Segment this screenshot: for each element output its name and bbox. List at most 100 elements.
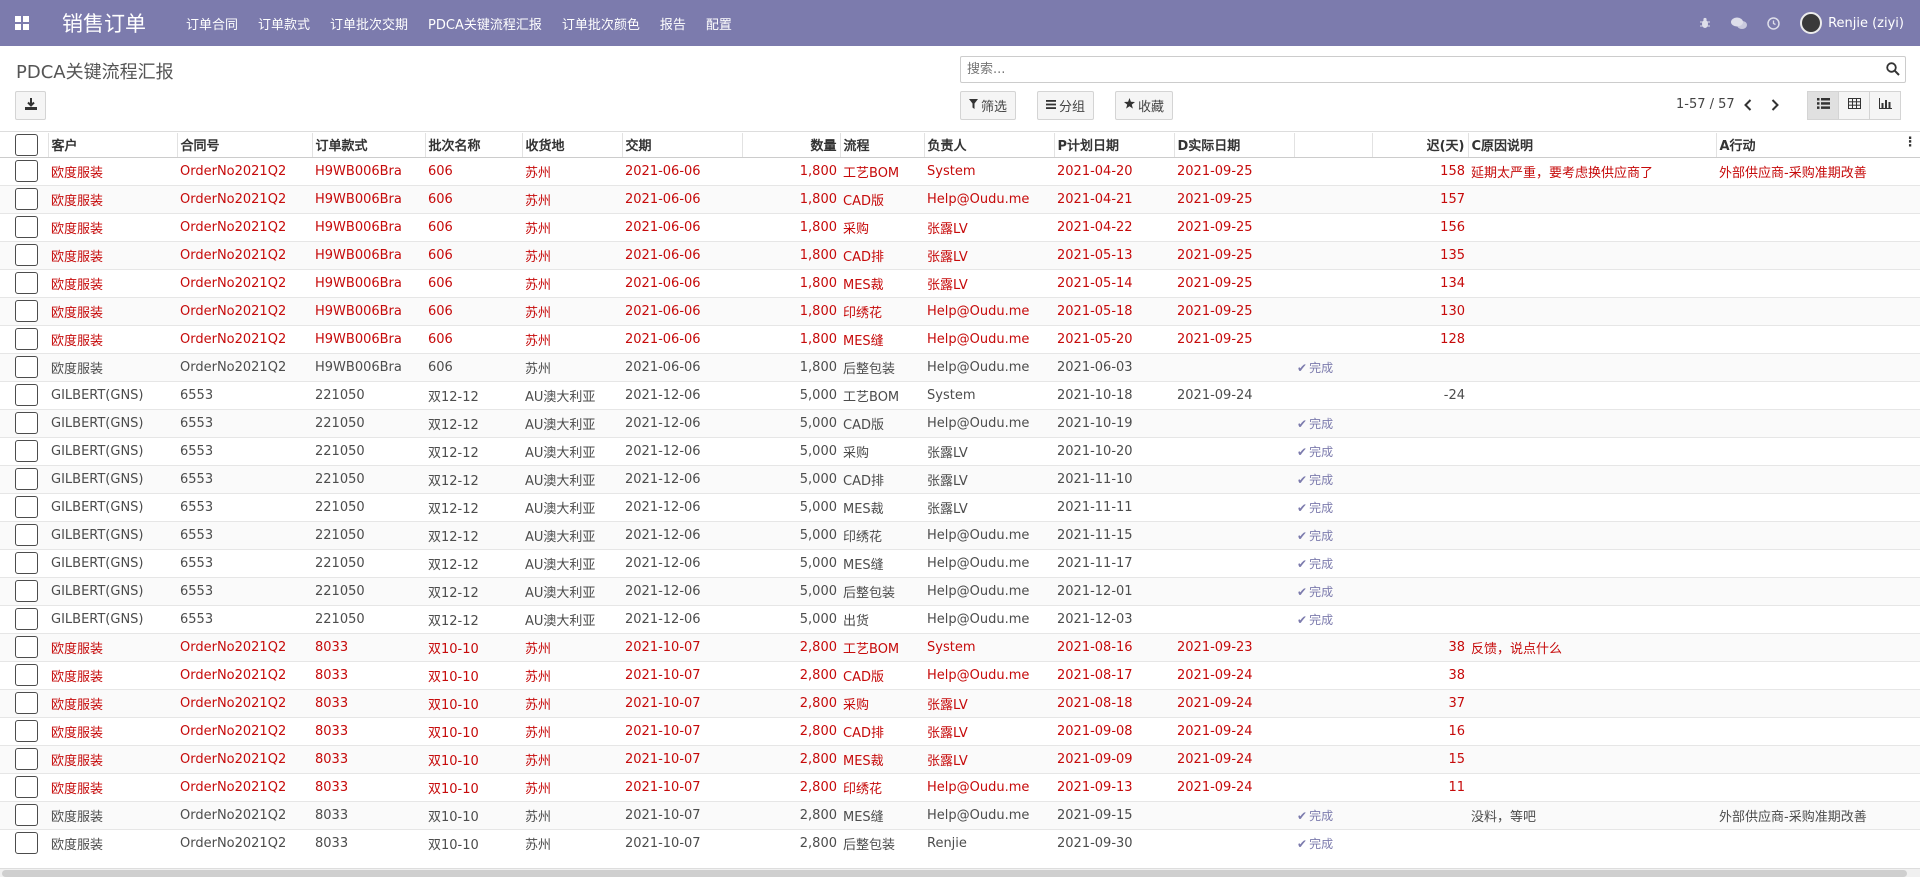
horizontal-scrollbar[interactable] xyxy=(0,868,1920,877)
column-header[interactable]: D实际日期 xyxy=(1174,133,1295,158)
favorites-button[interactable]: 收藏 xyxy=(1115,91,1174,120)
row-checkbox[interactable] xyxy=(0,436,48,465)
table-row[interactable]: GILBERT(GNS) 6553 221050 双12-12 AU澳大利亚 2021-1… xyxy=(0,436,1920,465)
table-cell: 2021-12-06 xyxy=(622,436,742,465)
table-row[interactable]: 欧度服装 OrderNo2021Q2 H9WB006Bra 606 苏州 2021-06-… xyxy=(0,240,1920,269)
download-button[interactable] xyxy=(15,91,46,120)
menu-item-pdca-report[interactable]: PDCA关键流程汇报 xyxy=(428,17,542,33)
graph-view-button[interactable] xyxy=(1869,91,1901,120)
clock-icon[interactable] xyxy=(1756,16,1790,30)
table-cell: 工艺BOM xyxy=(840,156,924,185)
row-checkbox[interactable] xyxy=(0,744,48,773)
table-row[interactable]: 欧度服装 OrderNo2021Q2 8033 双10-10 苏州 2021-10-07 2… xyxy=(0,660,1920,689)
column-header[interactable]: 交期 xyxy=(622,133,743,158)
table-row[interactable]: 欧度服装 OrderNo2021Q2 8033 双10-10 苏州 2021-10-07 2… xyxy=(0,828,1920,857)
column-header[interactable]: 批次名称 xyxy=(425,133,523,158)
select-all-checkbox[interactable] xyxy=(0,133,49,158)
row-checkbox[interactable] xyxy=(0,800,48,829)
app-brand[interactable]: 销售订单 xyxy=(62,12,146,36)
menu-item-config[interactable]: 配置 xyxy=(705,17,732,33)
table-row[interactable]: GILBERT(GNS) 6553 221050 双12-12 AU澳大利亚 2021-1… xyxy=(0,492,1920,521)
table-row[interactable]: 欧度服装 OrderNo2021Q2 H9WB006Bra 606 苏州 2021-06-… xyxy=(0,184,1920,213)
table-row[interactable]: 欧度服装 OrderNo2021Q2 8033 双10-10 苏州 2021-10-07 2… xyxy=(0,688,1920,717)
row-checkbox[interactable] xyxy=(0,604,48,633)
table-row[interactable]: 欧度服装 OrderNo2021Q2 H9WB006Bra 606 苏州 2021-06-… xyxy=(0,212,1920,241)
column-header[interactable]: 客户 xyxy=(48,133,178,158)
row-checkbox[interactable] xyxy=(0,380,48,409)
column-header[interactable]: A行动 ⋮ xyxy=(1716,133,1920,158)
column-header[interactable]: P计划日期 xyxy=(1054,133,1175,158)
apps-icon[interactable] xyxy=(0,0,44,46)
user-avatar[interactable] xyxy=(1800,12,1823,34)
column-header[interactable] xyxy=(1294,133,1373,158)
check-icon: ✔ xyxy=(1297,500,1308,515)
table-row[interactable]: GILBERT(GNS) 6553 221050 双12-12 AU澳大利亚 2021-1… xyxy=(0,380,1920,409)
row-checkbox[interactable] xyxy=(0,632,48,661)
row-checkbox[interactable] xyxy=(0,548,48,577)
row-checkbox[interactable] xyxy=(0,520,48,549)
menu-item-batch-colors[interactable]: 订单批次颜色 xyxy=(561,17,640,33)
row-checkbox[interactable] xyxy=(0,268,48,297)
column-header[interactable]: 迟(天) xyxy=(1372,133,1469,158)
pager-value[interactable]: 1-57 / 57 xyxy=(1676,97,1735,112)
table-row[interactable]: 欧度服装 OrderNo2021Q2 H9WB006Bra 606 苏州 2021-06-… xyxy=(0,268,1920,297)
table-row[interactable]: 欧度服装 OrderNo2021Q2 H9WB006Bra 606 苏州 2021-06-… xyxy=(0,324,1920,353)
column-header[interactable]: 收货地 xyxy=(522,133,623,158)
column-header[interactable]: 合同号 xyxy=(177,133,313,158)
row-checkbox[interactable] xyxy=(0,492,48,521)
row-checkbox[interactable] xyxy=(0,660,48,689)
list-view-button[interactable] xyxy=(1807,91,1839,120)
table-row[interactable]: 欧度服装 OrderNo2021Q2 H9WB006Bra 606 苏州 2021-06-… xyxy=(0,296,1920,325)
table-row[interactable]: GILBERT(GNS) 6553 221050 双12-12 AU澳大利亚 2021-1… xyxy=(0,548,1920,577)
bug-icon[interactable] xyxy=(1688,17,1722,29)
search-icon[interactable] xyxy=(1886,62,1900,80)
row-checkbox[interactable] xyxy=(0,772,48,801)
table-row[interactable]: 欧度服装 OrderNo2021Q2 H9WB006Bra 606 苏州 2021-06-… xyxy=(0,352,1920,381)
row-checkbox[interactable] xyxy=(0,240,48,269)
column-header[interactable]: 订单款式 xyxy=(312,133,426,158)
column-header[interactable]: C原因说明 xyxy=(1468,133,1717,158)
table-row[interactable]: 欧度服装 OrderNo2021Q2 8033 双10-10 苏州 2021-10-07 2… xyxy=(0,800,1920,829)
table-cell: 1,800 xyxy=(742,352,840,381)
row-checkbox[interactable] xyxy=(0,184,48,213)
pivot-view-button[interactable] xyxy=(1838,91,1870,120)
table-row[interactable]: GILBERT(GNS) 6553 221050 双12-12 AU澳大利亚 2021-1… xyxy=(0,576,1920,605)
filter-button[interactable]: 筛选 xyxy=(960,91,1017,120)
table-row[interactable]: 欧度服装 OrderNo2021Q2 8033 双10-10 苏州 2021-10-07 2… xyxy=(0,744,1920,773)
table-row[interactable]: GILBERT(GNS) 6553 221050 双12-12 AU澳大利亚 2021-1… xyxy=(0,520,1920,549)
table-cell: 2021-12-06 xyxy=(622,520,742,549)
pager-previous-icon[interactable] xyxy=(1740,97,1756,113)
column-header[interactable]: 数量 xyxy=(742,133,841,158)
table-row[interactable]: 欧度服装 OrderNo2021Q2 8033 双10-10 苏州 2021-10-07 2… xyxy=(0,716,1920,745)
column-header[interactable]: 负责人 xyxy=(924,133,1055,158)
table-row[interactable]: 欧度服装 OrderNo2021Q2 8033 双10-10 苏州 2021-10-07 2… xyxy=(0,772,1920,801)
row-checkbox[interactable] xyxy=(0,352,48,381)
user-name[interactable]: Renjie (ziyi) xyxy=(1828,15,1904,31)
table-cell: 2021-09-24 xyxy=(1174,744,1294,773)
menu-item-contracts[interactable]: 订单合同 xyxy=(186,17,239,33)
search-input[interactable] xyxy=(961,57,1861,82)
table-row[interactable]: GILBERT(GNS) 6553 221050 双12-12 AU澳大利亚 2021-1… xyxy=(0,464,1920,493)
row-checkbox[interactable] xyxy=(0,296,48,325)
table-row[interactable]: 欧度服装 OrderNo2021Q2 H9WB006Bra 606 苏州 2021-06-… xyxy=(0,156,1920,185)
table-row[interactable]: GILBERT(GNS) 6553 221050 双12-12 AU澳大利亚 2021-1… xyxy=(0,408,1920,437)
row-checkbox[interactable] xyxy=(0,212,48,241)
menu-item-styles[interactable]: 订单款式 xyxy=(258,17,311,33)
row-checkbox[interactable] xyxy=(0,464,48,493)
menu-item-batch-delivery[interactable]: 订单批次交期 xyxy=(330,17,409,33)
group-by-button[interactable]: 分组 xyxy=(1037,91,1095,120)
column-header[interactable]: 流程 xyxy=(840,133,925,158)
row-checkbox[interactable] xyxy=(0,324,48,353)
table-row[interactable]: GILBERT(GNS) 6553 221050 双12-12 AU澳大利亚 2021-1… xyxy=(0,604,1920,633)
pager-next-icon[interactable] xyxy=(1767,97,1783,113)
table-row[interactable]: 欧度服装 OrderNo2021Q2 8033 双10-10 苏州 2021-10-07 2… xyxy=(0,632,1920,661)
row-checkbox[interactable] xyxy=(0,576,48,605)
row-checkbox[interactable] xyxy=(0,408,48,437)
menu-item-reports[interactable]: 报告 xyxy=(659,17,686,33)
row-checkbox[interactable] xyxy=(0,828,48,857)
row-checkbox[interactable] xyxy=(0,156,48,185)
column-options-icon[interactable]: ⋮ xyxy=(1903,135,1917,151)
row-checkbox[interactable] xyxy=(0,716,48,745)
row-checkbox[interactable] xyxy=(0,688,48,717)
chat-icon[interactable] xyxy=(1722,17,1756,30)
